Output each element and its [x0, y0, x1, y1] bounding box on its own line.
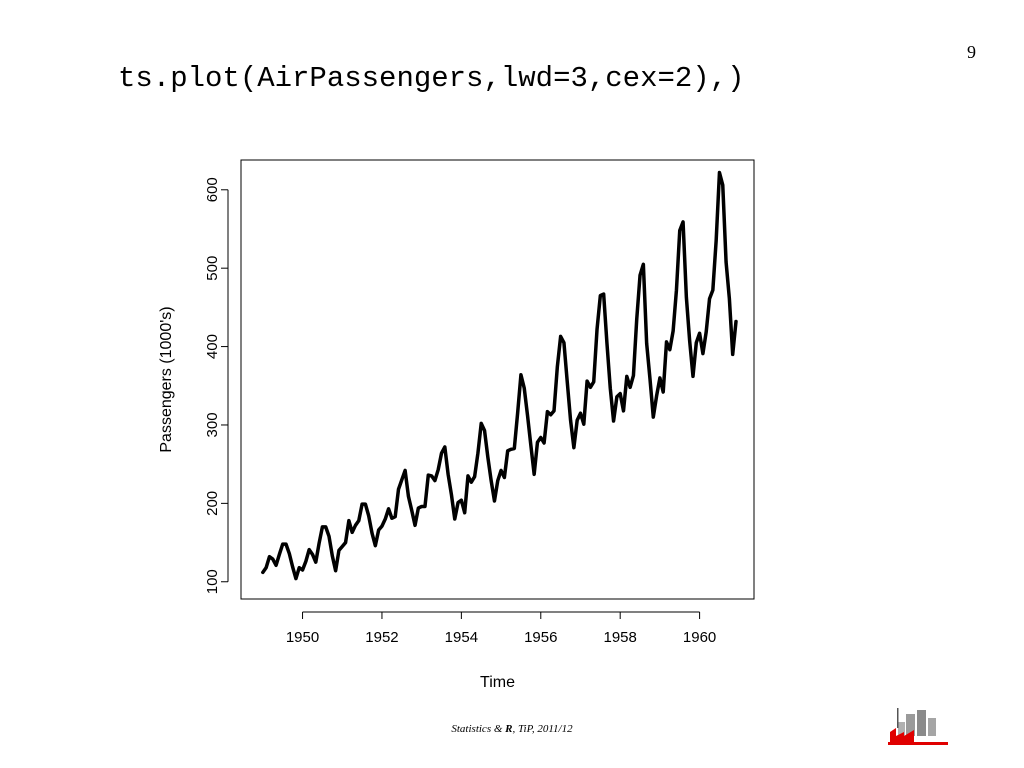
x-tick-label: 1950	[286, 629, 319, 646]
slide-title: ts.plot(AirPassengers,lwd=3,cex=2),)	[118, 62, 745, 95]
footer-prefix: Statistics &	[451, 723, 506, 735]
plot-frame	[240, 159, 755, 600]
statistics-logo-icon	[888, 708, 948, 745]
x-tick-label: 1956	[524, 629, 557, 646]
x-tick-label: 1960	[683, 629, 716, 646]
footer: Statistics & R, TiP, 2011/12	[0, 723, 1024, 735]
y-tick-label: 300	[204, 412, 221, 437]
series-line	[261, 170, 738, 581]
x-tick-label: 1958	[604, 629, 637, 646]
y-axis-label: Passengers (1000's)	[158, 306, 175, 452]
y-tick-label: 100	[204, 569, 221, 594]
x-axis-label: Time	[480, 674, 515, 691]
footer-suffix: , TiP, 2011/12	[512, 723, 573, 735]
x-tick-label: 1954	[445, 629, 478, 646]
x-tick-label: 1952	[365, 629, 398, 646]
footer-r: R	[505, 723, 513, 735]
y-tick-label: 400	[204, 334, 221, 359]
page-number: 9	[967, 42, 976, 62]
y-tick-label: 600	[204, 177, 221, 202]
y-tick-label: 500	[204, 256, 221, 281]
y-tick-label: 200	[204, 491, 221, 516]
